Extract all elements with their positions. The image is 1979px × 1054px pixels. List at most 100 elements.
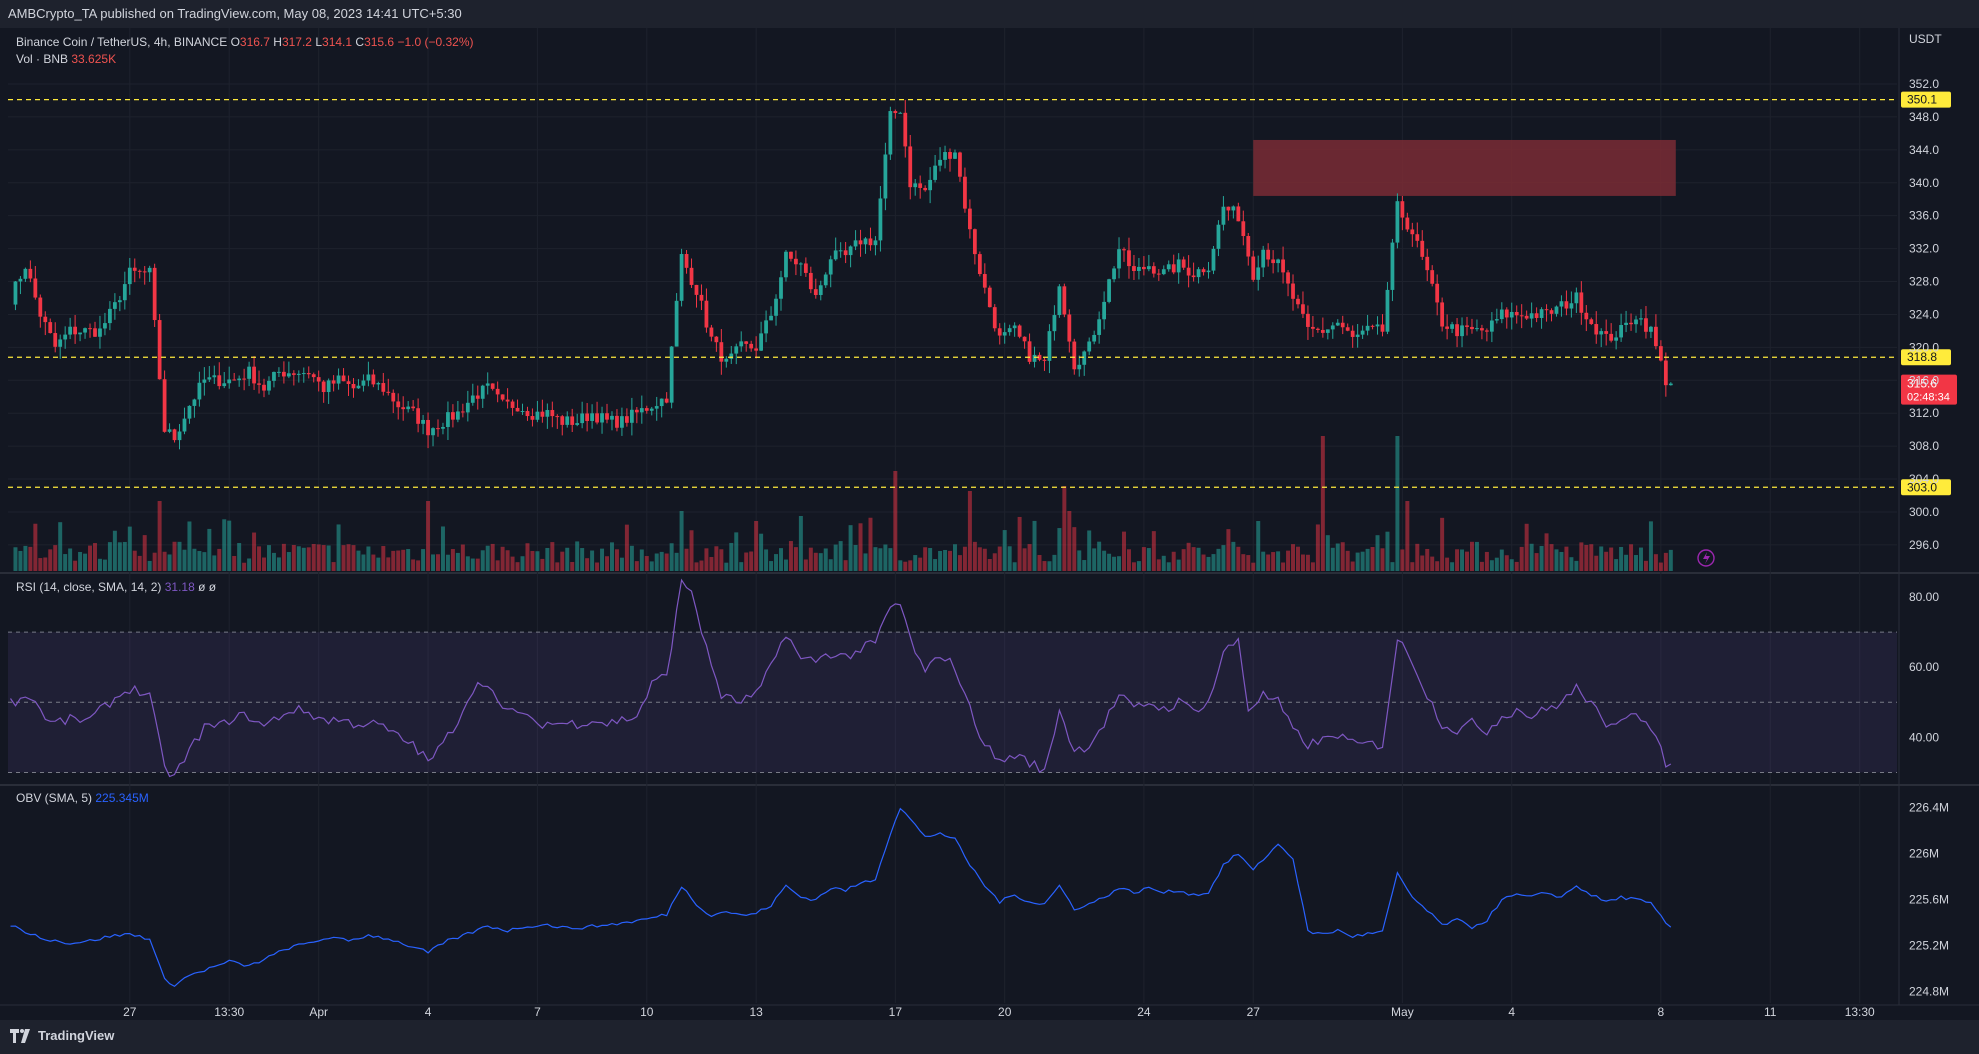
candle-body — [217, 375, 222, 387]
rsi-label[interactable]: RSI (14, close, SMA, 14, 2) — [16, 580, 162, 594]
volume-label[interactable]: Vol · BNB — [16, 52, 69, 66]
candle-body — [108, 308, 112, 324]
volume-bar — [714, 546, 719, 571]
volume-bar — [823, 548, 828, 571]
volume-bar — [107, 542, 112, 571]
candle-body — [167, 429, 172, 432]
candle-body — [928, 179, 933, 191]
volume-bar — [1256, 521, 1261, 571]
volume-bar — [863, 553, 868, 571]
volume-bar — [560, 551, 565, 571]
candle-body — [938, 159, 942, 166]
volume-bar — [843, 560, 848, 571]
volume-bar — [1435, 561, 1440, 571]
volume-bar — [764, 549, 769, 571]
candle-body — [818, 285, 823, 296]
candle-body — [1186, 267, 1191, 276]
candle-body — [103, 323, 107, 329]
volume-bar — [639, 549, 644, 571]
tradingview-logo[interactable]: TradingView — [10, 1028, 114, 1043]
candle-body — [83, 328, 87, 333]
candle-body — [1619, 325, 1623, 338]
candle-body — [1370, 325, 1375, 327]
candle-body — [1455, 324, 1459, 337]
volume-bar — [962, 546, 967, 571]
candle-body — [565, 416, 570, 425]
volume-bar — [774, 554, 779, 571]
volume-bar — [555, 562, 560, 571]
candle-body — [1311, 326, 1315, 329]
candle-body — [1574, 292, 1579, 304]
candle-body — [68, 326, 73, 335]
candle-body — [1221, 206, 1226, 225]
time-tick-label: 7 — [534, 1005, 541, 1019]
volume-bar — [1614, 559, 1619, 571]
symbol-label[interactable]: Binance Coin / TetherUS, 4h, BINANCE — [16, 35, 228, 49]
time-tick-label: 20 — [998, 1005, 1012, 1019]
candle-body — [122, 284, 127, 301]
volume-bar — [644, 556, 649, 571]
candle-body — [1420, 240, 1425, 257]
volume-bar — [436, 554, 440, 571]
candle-body — [560, 416, 565, 425]
volume-bar — [242, 562, 247, 571]
volume-bar — [371, 554, 376, 571]
candle-body — [262, 384, 266, 391]
candle-body — [550, 410, 555, 417]
candle-body — [987, 287, 992, 308]
volume-bar — [480, 550, 485, 571]
volume-bar — [1355, 552, 1360, 571]
volume-bar — [351, 545, 356, 571]
candle-body — [644, 408, 649, 411]
candle-body — [714, 336, 719, 343]
volume-bar — [1549, 544, 1554, 571]
volume-bar — [426, 501, 431, 571]
candle-body — [43, 316, 48, 323]
candle-body — [1286, 272, 1290, 284]
volume-bar — [1668, 549, 1673, 571]
candle-body — [605, 413, 609, 420]
volume-bar — [1569, 557, 1574, 571]
candle-body — [78, 332, 82, 335]
volume-bar — [873, 547, 878, 571]
volume-bar — [590, 550, 595, 571]
candle-body — [1161, 269, 1166, 275]
candle-body — [157, 320, 162, 380]
obv-label[interactable]: OBV (SMA, 5) — [16, 791, 93, 805]
candle-body — [1365, 325, 1370, 331]
candle-body — [1261, 249, 1266, 268]
time-tick-label: 13:30 — [1845, 1005, 1875, 1019]
volume-bar — [386, 557, 391, 571]
price-tick-label: 308.0 — [1909, 439, 1939, 453]
volume-bar — [1594, 555, 1599, 571]
candle-body — [530, 416, 535, 420]
volume-bar — [600, 548, 605, 571]
candle-body — [376, 383, 381, 385]
candle-body — [1594, 324, 1599, 335]
volume-bar — [759, 533, 764, 571]
candle-body — [769, 315, 773, 321]
volume-bar — [1032, 520, 1037, 571]
candle-body — [1663, 360, 1668, 386]
volume-bar — [1663, 552, 1668, 571]
volume-bar — [252, 532, 257, 571]
candle-body — [898, 112, 903, 114]
volume-bar — [948, 550, 953, 571]
volume-bar — [1047, 561, 1052, 571]
candle-body — [152, 267, 157, 321]
volume-bar — [262, 557, 266, 571]
candle-body — [1271, 259, 1276, 264]
time-tick-label: 8 — [1658, 1005, 1665, 1019]
volume-bar — [649, 561, 654, 571]
volume-bar — [1221, 545, 1226, 571]
candle-body — [734, 346, 739, 354]
volume-bar — [1474, 541, 1479, 571]
volume-bar — [1092, 548, 1097, 571]
candle-body — [1484, 330, 1489, 332]
candle-body — [1122, 249, 1126, 251]
candle-body — [1629, 322, 1633, 325]
candle-body — [252, 366, 256, 384]
candle-body — [629, 409, 634, 423]
candle-body — [455, 411, 460, 420]
